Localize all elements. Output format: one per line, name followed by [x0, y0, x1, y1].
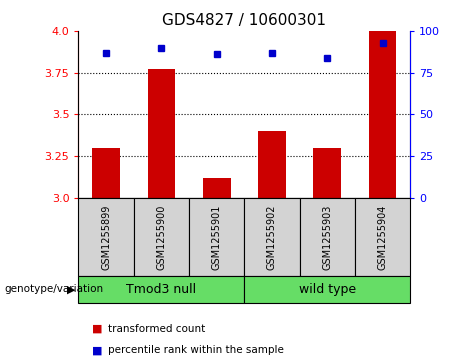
Text: GSM1255902: GSM1255902 [267, 204, 277, 270]
Text: wild type: wild type [299, 283, 356, 296]
Bar [148, 69, 175, 198]
Text: GSM1255899: GSM1255899 [101, 204, 111, 270]
Bar [92, 148, 120, 198]
Bar [134, 198, 189, 276]
Bar [300, 198, 355, 276]
Text: ▶: ▶ [67, 285, 76, 294]
Bar [313, 148, 341, 198]
Text: transformed count: transformed count [108, 323, 206, 334]
Text: ■: ■ [92, 323, 103, 334]
Bar [78, 198, 134, 276]
Text: GSM1255900: GSM1255900 [156, 204, 166, 270]
Bar [244, 276, 410, 303]
Bar [78, 276, 244, 303]
Text: GSM1255903: GSM1255903 [322, 204, 332, 270]
Text: Tmod3 null: Tmod3 null [126, 283, 196, 296]
Bar [355, 198, 410, 276]
Bar [189, 198, 244, 276]
Text: genotype/variation: genotype/variation [5, 285, 104, 294]
Text: GSM1255901: GSM1255901 [212, 204, 222, 270]
Bar [244, 198, 300, 276]
Text: GSM1255904: GSM1255904 [378, 204, 388, 270]
Bar [369, 31, 396, 198]
Bar [203, 178, 230, 198]
Bar [258, 131, 286, 198]
Title: GDS4827 / 10600301: GDS4827 / 10600301 [162, 13, 326, 28]
Text: ■: ■ [92, 345, 103, 355]
Text: percentile rank within the sample: percentile rank within the sample [108, 345, 284, 355]
